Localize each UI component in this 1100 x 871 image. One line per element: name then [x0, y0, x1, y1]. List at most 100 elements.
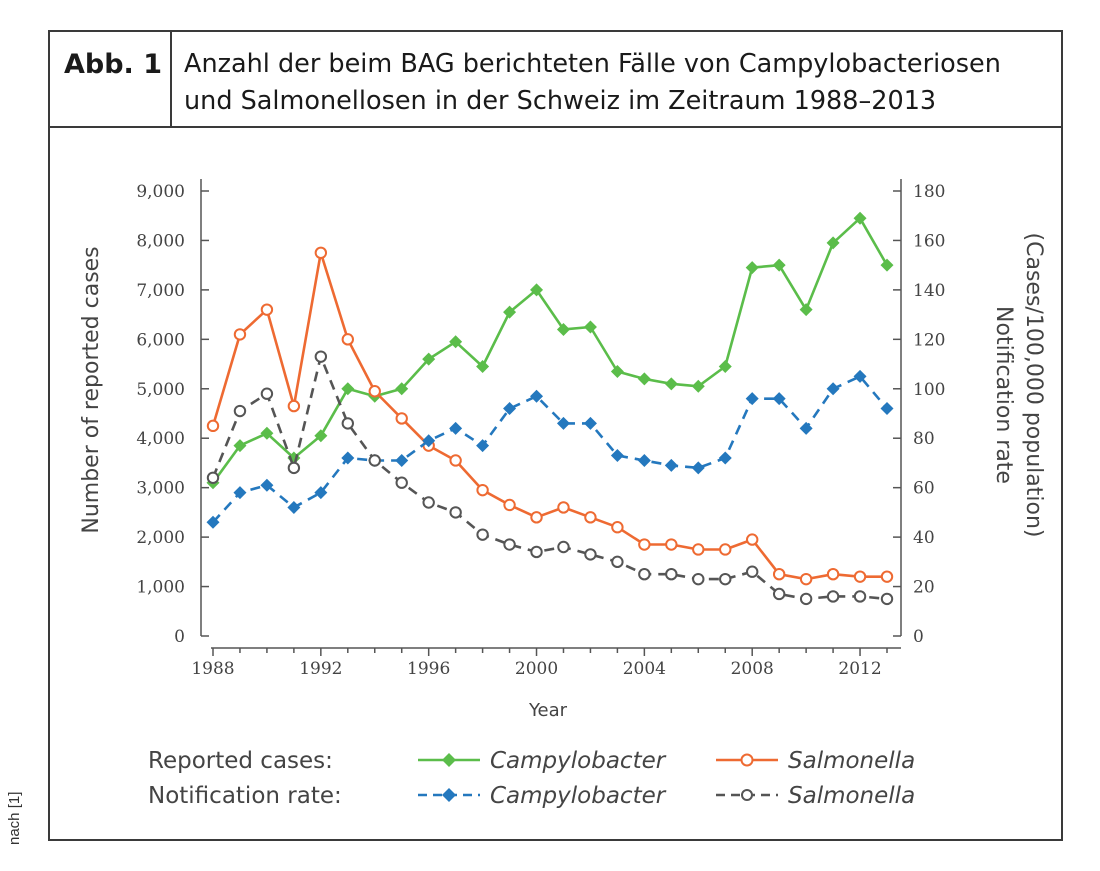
data-point-campylobacter-rate — [314, 486, 328, 500]
data-point-salmonella-cases — [584, 511, 597, 524]
data-point-salmonella-rate — [233, 404, 247, 418]
data-point-campylobacter-cases — [745, 261, 759, 275]
data-point-campylobacter-rate — [395, 453, 409, 467]
data-point-campylobacter-cases — [799, 303, 813, 317]
data-point-salmonella-rate — [206, 471, 220, 484]
data-point-salmonella-rate — [799, 592, 813, 606]
data-point-salmonella-rate — [584, 548, 597, 561]
legend-marker-salmonella-rate — [741, 789, 753, 801]
y-axis-left-title: Number of reported cases — [79, 246, 104, 533]
legend-key-salmonella-rate — [716, 789, 778, 801]
data-point-salmonella-rate — [260, 387, 274, 400]
y-left-tick-label: 3,000 — [136, 479, 185, 499]
data-point-salmonella-rate — [449, 506, 462, 519]
y-right-tick-label: 20 — [913, 578, 935, 598]
data-point-campylobacter-rate — [583, 416, 597, 430]
y-right-tick-label: 80 — [913, 429, 935, 449]
legend-campylobacter-cases-label: Campylobacter — [490, 748, 667, 774]
legend-marker-campylobacter-cases — [442, 753, 456, 767]
data-point-campylobacter-rate — [556, 416, 570, 430]
data-point-campylobacter-cases — [583, 320, 597, 334]
data-point-salmonella-cases — [692, 543, 705, 556]
data-point-campylobacter-cases — [880, 258, 894, 272]
data-point-salmonella-cases — [638, 538, 651, 551]
data-point-salmonella-rate — [746, 565, 759, 578]
data-point-salmonella-cases — [314, 246, 328, 260]
y-right-tick-label: 120 — [913, 330, 945, 350]
data-point-salmonella-cases — [799, 572, 813, 586]
data-point-campylobacter-cases — [664, 377, 678, 391]
data-point-campylobacter-cases — [503, 305, 517, 319]
series-salmonella-cases — [206, 246, 894, 586]
data-point-campylobacter-cases — [314, 429, 328, 443]
data-point-campylobacter-cases — [449, 335, 463, 349]
data-point-campylobacter-cases — [233, 439, 247, 453]
data-point-campylobacter-cases — [718, 360, 732, 374]
y-right-tick-label: 100 — [913, 380, 945, 400]
data-point-campylobacter-rate — [853, 369, 867, 383]
data-point-salmonella-rate — [314, 350, 328, 363]
figure-label: Abb. 1 — [64, 49, 162, 80]
series-salmonella-rate — [206, 350, 894, 606]
data-point-salmonella-cases — [368, 385, 381, 398]
data-point-campylobacter-rate — [826, 382, 840, 396]
data-point-campylobacter-rate — [799, 421, 813, 435]
figure-caption: Anzahl der beim BAG berichteten Fälle vo… — [184, 46, 1054, 120]
figure-label-cell: Abb. 1 — [50, 32, 172, 126]
data-point-salmonella-cases — [260, 303, 274, 316]
data-point-campylobacter-rate — [610, 449, 624, 463]
y-left-tick-label: 7,000 — [136, 281, 185, 301]
chart-series — [206, 211, 894, 606]
data-point-salmonella-cases — [395, 412, 408, 425]
data-point-salmonella-rate — [880, 592, 894, 606]
x-tick-label: 1996 — [407, 659, 450, 679]
figure-header: Abb. 1 Anzahl der beim BAG berichteten F… — [50, 32, 1061, 128]
data-point-salmonella-cases — [880, 570, 894, 583]
series-line-salmonella-cases — [211, 251, 887, 581]
data-point-salmonella-cases — [341, 333, 354, 346]
data-point-salmonella-rate — [503, 538, 516, 551]
data-point-salmonella-rate — [368, 454, 381, 467]
data-point-campylobacter-cases — [853, 211, 867, 225]
data-point-salmonella-rate — [287, 461, 301, 475]
legend-marker-campylobacter-rate — [442, 788, 456, 802]
data-point-campylobacter-rate — [449, 421, 463, 435]
legend-salmonella-rate-label: Salmonella — [788, 783, 915, 809]
data-point-salmonella-cases — [206, 419, 220, 433]
data-point-campylobacter-cases — [476, 360, 490, 374]
y-left-tick-label: 0 — [174, 627, 185, 647]
data-point-campylobacter-cases — [772, 258, 786, 272]
y-right-tick-label: 160 — [913, 231, 945, 251]
caption-line-1: Anzahl der beim BAG berichteten Fälle vo… — [184, 49, 1001, 79]
legend-row1-label: Reported cases: — [148, 748, 333, 774]
data-point-salmonella-cases — [665, 538, 678, 551]
legend-campylobacter-rate-label: Campylobacter — [490, 783, 667, 809]
data-point-campylobacter-rate — [287, 500, 301, 514]
x-tick-label: 2000 — [515, 659, 558, 679]
data-point-salmonella-rate — [772, 587, 786, 601]
data-point-campylobacter-cases — [395, 382, 409, 396]
legend-key-salmonella-cases — [716, 753, 778, 767]
data-point-campylobacter-rate — [718, 451, 732, 465]
data-point-salmonella-rate — [638, 567, 651, 581]
data-point-campylobacter-rate — [772, 392, 786, 406]
y-axis-right-title-line1: Notification rate — [991, 306, 1016, 484]
y-left-tick-label: 6,000 — [136, 330, 185, 350]
y-right-tick-label: 60 — [913, 479, 935, 499]
data-point-salmonella-rate — [395, 476, 408, 489]
x-tick-label: 2004 — [623, 659, 666, 679]
legend-salmonella-cases-label: Salmonella — [788, 748, 915, 774]
data-point-campylobacter-cases — [826, 236, 840, 250]
data-point-campylobacter-cases — [341, 382, 355, 396]
data-point-salmonella-cases — [233, 328, 247, 341]
series-campylobacter-rate — [206, 369, 894, 529]
data-point-campylobacter-rate — [260, 478, 274, 492]
y-right-tick-label: 140 — [913, 281, 945, 301]
y-left-tick-label: 1,000 — [136, 578, 185, 598]
y-left-tick-label: 4,000 — [136, 429, 185, 449]
series-line-campylobacter-cases — [211, 216, 889, 484]
data-point-salmonella-cases — [503, 498, 516, 512]
data-point-salmonella-rate — [692, 572, 705, 586]
data-point-salmonella-cases — [772, 567, 786, 581]
y-right-tick-label: 40 — [913, 528, 935, 548]
